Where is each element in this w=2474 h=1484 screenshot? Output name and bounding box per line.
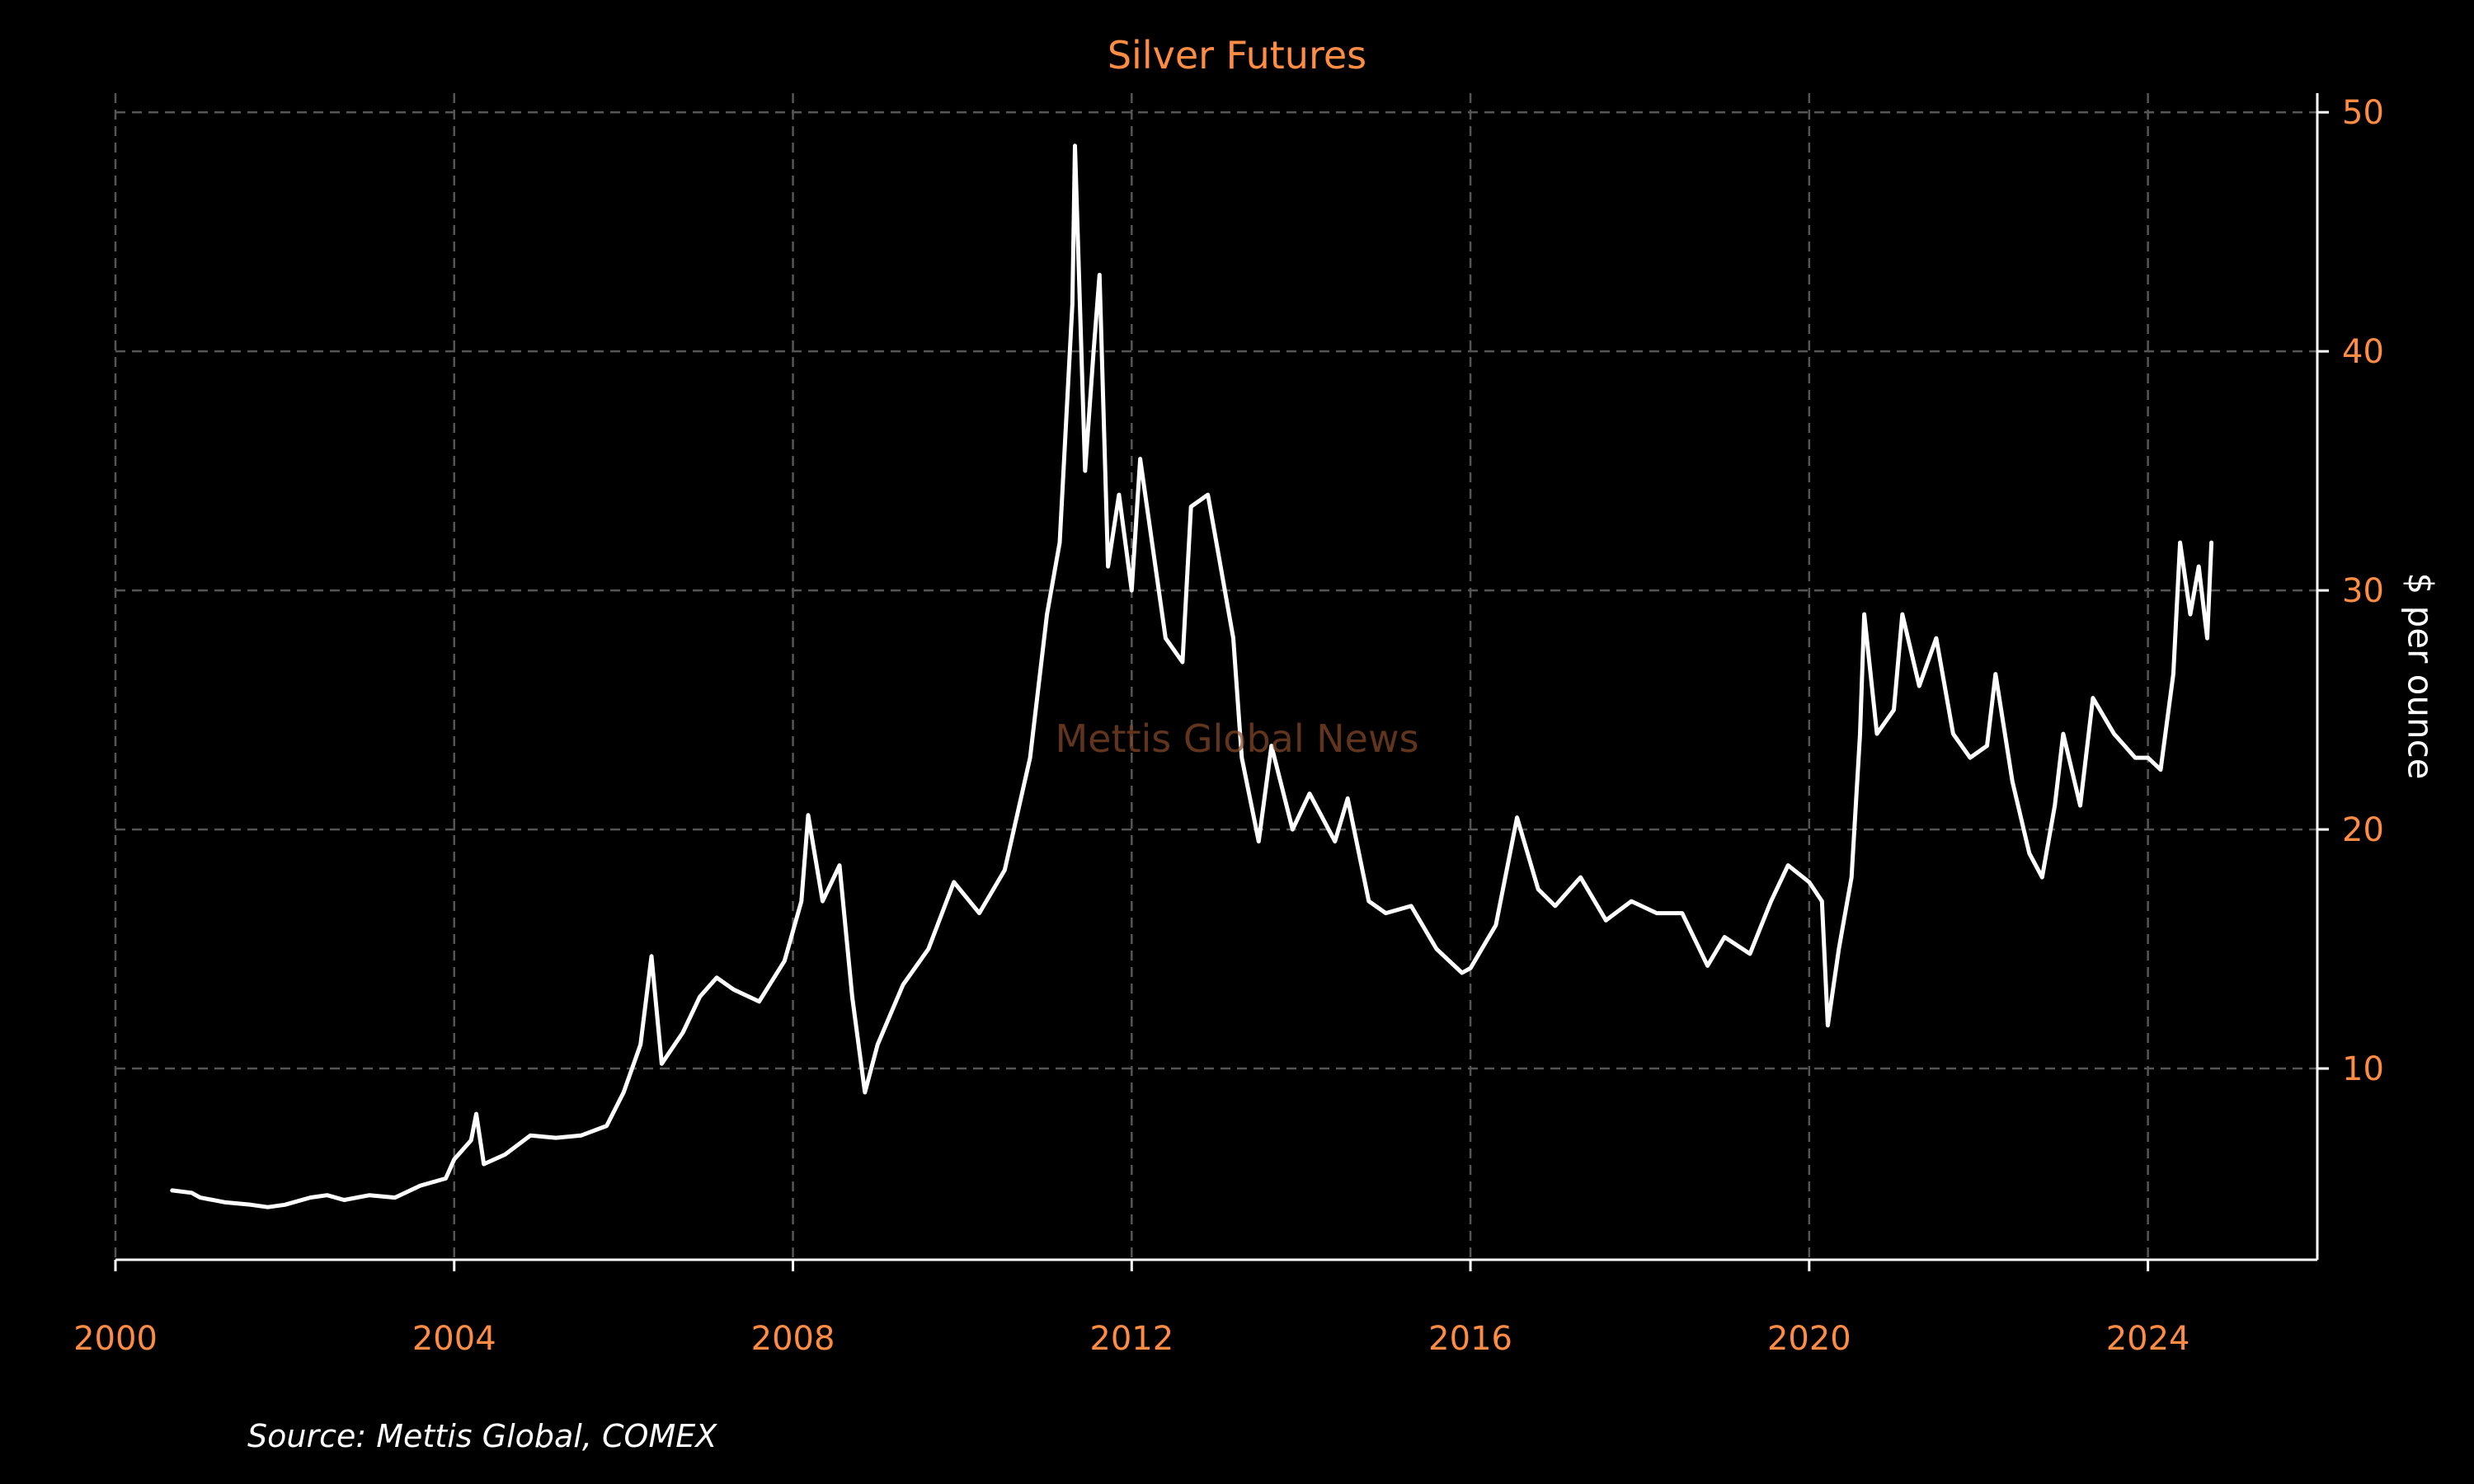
x-tick-label: 2008 — [751, 1320, 835, 1358]
chart-title: Silver Futures — [1107, 33, 1367, 77]
y-tick-label: 30 — [2342, 572, 2384, 610]
x-tick-label: 2000 — [73, 1320, 158, 1358]
x-tick-label: 2016 — [1428, 1320, 1512, 1358]
series-line — [170, 143, 2214, 1209]
x-tick-label: 2020 — [1767, 1320, 1851, 1358]
y-tick-label: 40 — [2342, 333, 2384, 371]
x-tick-label: 2004 — [412, 1320, 496, 1358]
y-tick-label: 20 — [2342, 811, 2384, 849]
y-axis-label: $ per ounce — [2400, 572, 2441, 780]
x-tick-label: 2012 — [1089, 1320, 1174, 1358]
watermark: Mettis Global News — [1055, 716, 1419, 761]
source-note: Source: Mettis Global, COMEX — [247, 1418, 717, 1454]
x-tick-label: 2024 — [2106, 1320, 2190, 1358]
y-tick-label: 10 — [2342, 1050, 2384, 1088]
y-tick-label: 50 — [2342, 94, 2384, 132]
